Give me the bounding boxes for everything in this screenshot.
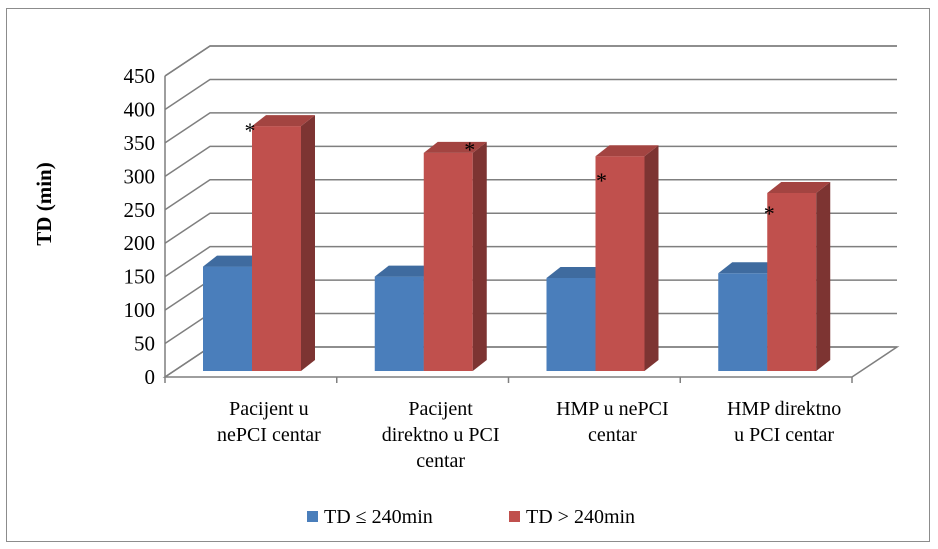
legend-swatch [509,511,520,522]
bar-front [767,192,817,371]
gridline [164,212,897,244]
bar-front [546,277,596,371]
x-category-label-line: direktno u PCI [382,424,500,446]
legend-label: TD ≤ 240min [324,506,433,528]
bar-front [252,126,301,371]
bar-gt240 [595,145,659,371]
bar-top [718,262,782,274]
gridline [164,179,897,211]
bar-front [718,273,768,371]
bar-side [816,181,831,371]
x-axis-categories: Pacijent u nePCI centar Pacijent direktno u… [217,398,841,472]
bar-top [423,141,487,153]
y-tick-label: 350 [124,131,156,155]
bar-top [203,255,266,267]
x-category-label-line: HMP direktno [727,398,841,420]
bar-front [595,156,645,371]
bar-top [767,181,831,193]
gridline [164,245,897,278]
y-tick-label: 200 [124,231,156,255]
y-tick-label: 50 [134,332,155,356]
x-category-label-line: Pacijent u [229,398,308,420]
bar-front [374,276,424,371]
y-tick-label: 300 [124,164,156,188]
x-category-label-line: centar [588,424,637,446]
chart-frame: 0 50 100 150 200 250 300 350 400 450 * * * * Pacijen… [6,8,930,542]
bars [203,115,831,371]
back-wall-top [164,45,897,77]
y-tick-label: 150 [124,265,156,289]
gridline [164,78,897,111]
x-category-label-line: Pacijent [408,398,473,420]
gridline [164,145,897,177]
y-tick-label: 100 [124,298,156,322]
y-tick-label: 400 [124,97,156,121]
bar-top [546,266,610,278]
bar-chart: 0 50 100 150 200 250 300 350 400 450 * * * * Pacijen… [32,45,900,528]
bar-top [595,145,659,157]
significance-markers: * * * * [245,118,775,226]
bar-gt240 [423,141,487,371]
x-category-label: HMP u nePCI centar [556,398,669,446]
y-axis-ticks: 0 50 100 150 200 250 300 350 400 450 [124,64,156,389]
bar-top [374,265,438,277]
bar-top [252,115,315,127]
x-category-label-line: nePCI centar [217,424,321,446]
bar-side [644,145,659,371]
gridline [164,45,897,77]
significance-star: * [764,201,775,226]
x-category-label-line: u PCI centar [734,424,834,446]
bar-front [203,266,252,371]
bar-gt240 [767,181,831,371]
legend: TD ≤ 240min TD > 240min [307,506,635,528]
significance-star: * [596,168,607,193]
x-category-label: Pacijent direktno u PCI centar [382,398,500,472]
gridline [164,112,897,144]
legend-label: TD > 240min [526,506,635,528]
y-axis-label: TD (min) [32,162,56,245]
x-category-label: HMP direktno u PCI centar [727,398,841,446]
bar-side [472,141,487,371]
bar-gt240 [252,115,315,371]
significance-star: * [245,118,256,143]
y-tick-label: 0 [145,365,156,389]
x-category-label: Pacijent u nePCI centar [217,398,321,446]
significance-star: * [464,137,475,162]
legend-swatch [307,511,318,522]
bar-front [423,152,473,371]
y-tick-label: 250 [124,198,156,222]
x-category-label-line: HMP u nePCI [556,398,669,420]
x-category-label-line: centar [416,450,465,472]
y-tick-label: 450 [124,64,156,88]
bar-side [301,115,315,371]
